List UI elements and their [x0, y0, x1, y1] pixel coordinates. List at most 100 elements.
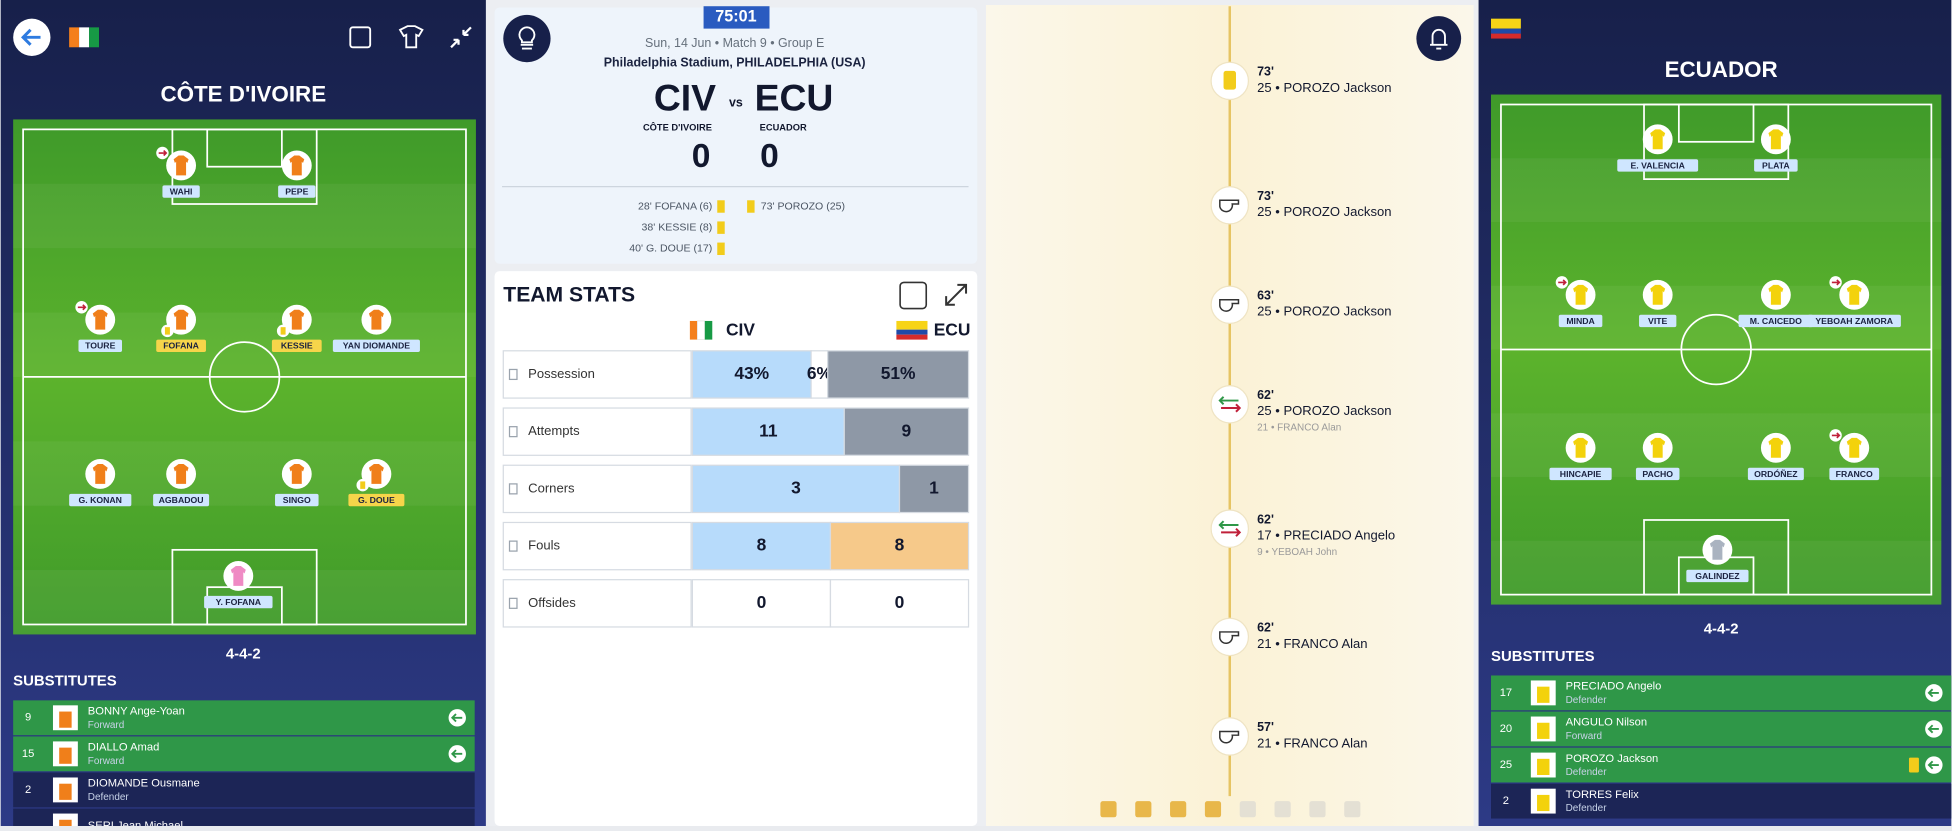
stat-bar — [843, 407, 970, 456]
player-name: PACHO — [1642, 469, 1673, 479]
stat-bar — [691, 350, 812, 399]
sub-in — [1221, 403, 1242, 413]
player-label-bg — [162, 185, 200, 198]
yellow-card — [717, 200, 725, 213]
sub-shirt — [59, 819, 72, 831]
player-label-bg — [332, 339, 420, 353]
player-label-bg — [271, 339, 322, 353]
player-label-bg — [1617, 159, 1699, 172]
player-label-bg — [1686, 569, 1749, 583]
stat-label: Offsides — [528, 595, 576, 610]
event-text: 25 • POROZO Jackson — [1257, 204, 1391, 219]
sub-number: 25 — [1500, 759, 1512, 771]
filter-icon[interactable] — [1100, 801, 1117, 818]
player-shirt — [1709, 539, 1725, 560]
sub-number: 20 — [1500, 723, 1512, 735]
sub-row[interactable] — [1491, 783, 1952, 819]
player-label-bg — [1639, 314, 1677, 328]
player-label-bg — [204, 595, 273, 609]
pitch-stripe — [1491, 158, 1942, 223]
player-shirt — [92, 464, 108, 484]
pitch-line — [208, 341, 281, 413]
event-text: 21 • FRANCO Alan — [1257, 735, 1367, 750]
stat-value: 0 — [757, 592, 767, 612]
event-minute: 62' — [1257, 388, 1274, 402]
match-info: Sun, 14 Jun • Match 9 • Group E — [645, 36, 824, 50]
sub-row[interactable] — [13, 772, 475, 808]
stat-bar — [691, 579, 832, 628]
yellow-card — [164, 327, 170, 335]
sub-position: Forward — [88, 756, 124, 767]
player-label-bg — [1829, 467, 1880, 481]
event-detail: 9 • YEBOAH John — [1257, 547, 1337, 558]
sub-arrow — [158, 149, 168, 157]
home-event: 40' G. DOUE (17) — [629, 243, 712, 255]
filter-icon[interactable] — [1309, 801, 1326, 818]
player-label-bg — [1635, 467, 1680, 481]
sub-row[interactable] — [13, 808, 475, 831]
player-name: PEPE — [285, 186, 308, 196]
player-label-bg — [153, 493, 210, 507]
event-icon — [1210, 509, 1250, 548]
stat-value: 6% — [807, 363, 833, 383]
player-label-bg — [1738, 314, 1814, 328]
sub-number: 9 — [25, 712, 31, 724]
yellow-card — [717, 242, 725, 256]
stat-bar — [898, 464, 970, 514]
filter-icon[interactable] — [1239, 801, 1256, 818]
match-clock: 75:01 — [715, 8, 756, 26]
stat-label-box — [502, 579, 692, 628]
player-shirt — [173, 155, 189, 176]
player-shirt — [289, 464, 305, 484]
collapse-icon[interactable] — [450, 26, 472, 49]
sub-arrow — [77, 304, 87, 311]
player-shirt — [1768, 437, 1784, 458]
match-card — [494, 7, 978, 264]
filter-icon[interactable] — [1135, 801, 1152, 818]
sub-row[interactable] — [1491, 747, 1952, 783]
away-name: ECUADOR — [760, 123, 807, 133]
sub-position: Forward — [1566, 731, 1602, 742]
whistle — [1219, 199, 1240, 213]
sub-row[interactable] — [1491, 675, 1952, 711]
filter-icon[interactable] — [1204, 801, 1222, 818]
stat-value: 43% — [734, 363, 769, 383]
player-name: Y. FOFANA — [216, 597, 262, 607]
sub-position: Defender — [1566, 767, 1608, 778]
sub-row[interactable] — [1491, 711, 1952, 747]
stats-list-icon[interactable] — [899, 281, 928, 310]
insights-button[interactable] — [503, 14, 551, 63]
notify-button[interactable] — [1416, 16, 1462, 61]
player-shirt — [173, 464, 189, 484]
sub-arrow — [1831, 279, 1841, 286]
yellow-card — [747, 200, 755, 213]
sub-in-arrow — [1927, 760, 1939, 770]
list-icon[interactable] — [349, 26, 372, 49]
home-event: 28' FOFANA (6) — [638, 200, 712, 212]
expand-icon[interactable] — [945, 283, 968, 306]
player-name: E. VALENCIA — [1631, 160, 1686, 170]
player-name: WAHI — [170, 186, 193, 196]
player-shirt — [289, 155, 305, 176]
yellow-card — [717, 221, 725, 234]
stat-label: Fouls — [528, 538, 560, 553]
player-shirt — [173, 309, 189, 330]
whistle — [1219, 631, 1240, 644]
player-shirt — [92, 309, 108, 330]
kit-icon[interactable] — [398, 25, 424, 49]
player-label-bg — [69, 493, 132, 507]
filter-icon[interactable] — [1170, 801, 1187, 818]
flag-civ-small — [689, 320, 713, 340]
vs: vs — [729, 96, 743, 110]
sub-out — [1218, 396, 1239, 405]
sub-row[interactable] — [13, 736, 475, 772]
filter-icon[interactable] — [1274, 801, 1291, 818]
away-event: 73' POROZO (25) — [761, 200, 845, 212]
filter-icon[interactable] — [1344, 801, 1361, 818]
sub-row[interactable] — [13, 700, 475, 736]
subs-title: SUBSTITUTES — [13, 673, 117, 690]
sub-name: PRECIADO Angelo — [1566, 681, 1662, 693]
stat-label-box — [502, 407, 692, 456]
event-detail: 21 • FRANCO Alan — [1257, 423, 1341, 434]
player-shirt — [1768, 284, 1784, 305]
